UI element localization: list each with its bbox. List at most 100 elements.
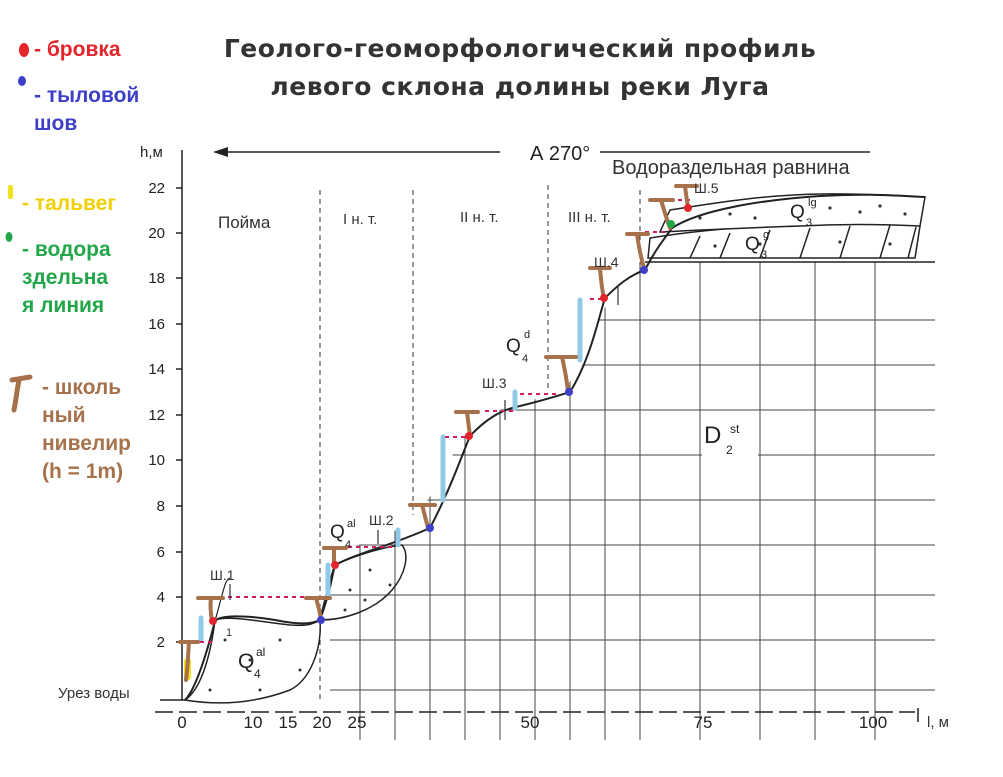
y-axis <box>176 150 183 700</box>
legend-rear-seam-label: - тыловой шов <box>34 84 140 135</box>
rear-seam-point <box>640 266 648 274</box>
y-tick-label: 10 <box>148 452 165 469</box>
zone-label-terrace-1: I н. т. <box>343 211 377 228</box>
y-tick-label: 20 <box>148 225 165 242</box>
deposit-label: Q 4 al <box>238 645 265 681</box>
svg-text:al: al <box>256 645 265 659</box>
green-dot-icon <box>5 232 13 242</box>
rear-seam-point <box>565 388 573 396</box>
legend-brow-label: - бровка <box>34 38 121 61</box>
zone-label-watershed-plain: Водораздельная равнина <box>612 157 850 179</box>
level-instrument-icon <box>625 232 650 270</box>
x-tick-label: 100 <box>859 713 887 732</box>
y-tick-label: 14 <box>148 361 165 378</box>
brow-point <box>209 617 217 625</box>
legend-level-label: - школь ный нивелир (h = 1m) <box>42 376 131 483</box>
x-tick-label: 0 <box>177 713 186 732</box>
deposit-label: Q 4 d <box>506 329 530 365</box>
x-tick-label: 20 <box>313 713 332 732</box>
svg-text:g: g <box>763 229 769 241</box>
x-tick-labels: 0 10 15 20 25 50 75 100 <box>177 713 887 732</box>
direction-label: А 270° <box>530 143 590 165</box>
svg-text:3: 3 <box>806 217 812 229</box>
level-instruments <box>178 184 699 682</box>
deposit-label: Q 3 lg <box>790 197 817 229</box>
legend-thalweg-label: - тальвег <box>22 192 117 215</box>
zone-label-terrace-2: II н. т. <box>460 209 499 226</box>
y-tick-label: 18 <box>148 270 165 287</box>
brow-point <box>600 294 608 302</box>
deposit-label: D 2 st <box>702 418 758 457</box>
rear-seam-point <box>426 524 434 532</box>
zone-dividers <box>319 185 641 700</box>
blue-dot-icon <box>18 76 26 86</box>
x-tick-label: 15 <box>279 713 298 732</box>
title-line-2: левого склона долины реки Луга <box>270 72 770 101</box>
zone-label-terrace-3: III н. т. <box>568 209 611 226</box>
level-instrument-icon <box>178 640 200 682</box>
level-instrument-icon <box>588 266 612 300</box>
svg-text:4: 4 <box>254 667 261 681</box>
rear-seam-point <box>317 616 325 624</box>
pit-point-label: 1 <box>226 627 232 639</box>
svg-text:Q: Q <box>330 522 345 543</box>
svg-text:Q: Q <box>745 234 760 255</box>
pit-label: Ш.4 <box>594 254 619 270</box>
svg-text:2: 2 <box>726 443 733 457</box>
alluvium-lenses <box>183 544 407 704</box>
y-tick-label: 8 <box>157 498 165 515</box>
y-tick-labels: 22 20 18 16 14 12 10 8 6 4 2 <box>148 180 165 651</box>
pit-label: Ш.3 <box>482 375 507 391</box>
watershed-point <box>667 220 675 228</box>
svg-text:D: D <box>704 422 721 449</box>
diagram-title: Геолого-геоморфологический профиль левог… <box>170 30 870 106</box>
deposit-label: Q 4 al <box>330 518 356 551</box>
yellow-bar-icon <box>8 185 13 199</box>
y-tick-label: 12 <box>148 407 165 424</box>
upper-deposits <box>645 193 935 263</box>
svg-text:4: 4 <box>522 353 528 365</box>
deposit-dots <box>208 204 907 692</box>
brow-point <box>684 204 692 212</box>
svg-text:lg: lg <box>808 197 817 209</box>
svg-text:al: al <box>347 518 356 530</box>
svg-text:st: st <box>730 422 740 436</box>
ground-profile-line <box>184 193 926 701</box>
svg-text:Q: Q <box>790 202 805 223</box>
x-axis-label: l, м <box>927 714 949 731</box>
legend-watershed-label: - водора здельна я линия <box>22 238 111 317</box>
direction-arrow <box>213 147 870 157</box>
zone-labels: Пойма I н. т. II н. т. III н. т. Водораз… <box>218 157 850 232</box>
brow-markers <box>209 204 692 625</box>
pit-labels: Ш.1 Ш.2 Ш.3 Ш.4 Ш.5 1 <box>210 180 719 639</box>
y-tick-label: 4 <box>157 589 165 606</box>
pit-ticks <box>229 285 619 600</box>
svg-text:Q: Q <box>506 336 521 357</box>
svg-text:4: 4 <box>345 539 351 551</box>
x-tick-label: 75 <box>694 713 713 732</box>
y-tick-label: 16 <box>148 316 165 333</box>
y-axis-label: h,м <box>140 144 163 161</box>
brow-point <box>331 561 339 569</box>
pit-label: Ш.5 <box>694 180 719 196</box>
red-dot-icon <box>19 43 29 57</box>
deposit-label: Q 3 g <box>745 229 769 261</box>
bedrock-grid <box>330 262 935 740</box>
svg-text:3: 3 <box>761 249 767 261</box>
title-line-1: Геолого-геоморфологический профиль <box>223 34 817 63</box>
level-instrument-icon <box>544 355 578 394</box>
zone-label-floodplain: Пойма <box>218 213 271 232</box>
x-axis <box>155 699 915 713</box>
x-tick-label: 10 <box>244 713 263 732</box>
rear-seam-markers <box>317 266 648 624</box>
x-tick-label: 25 <box>348 713 367 732</box>
x-tick-label: 50 <box>521 713 540 732</box>
pit-label: Ш.1 <box>210 567 235 583</box>
svg-text:Q: Q <box>238 650 254 673</box>
svg-text:d: d <box>524 329 530 341</box>
y-tick-label: 6 <box>157 544 165 561</box>
y-tick-label: 2 <box>157 634 165 651</box>
brow-point <box>465 432 473 440</box>
deposit-labels: Q 4 al Q 4 al Q 4 d Q 3 lg Q 3 g D 2 st <box>238 197 817 681</box>
